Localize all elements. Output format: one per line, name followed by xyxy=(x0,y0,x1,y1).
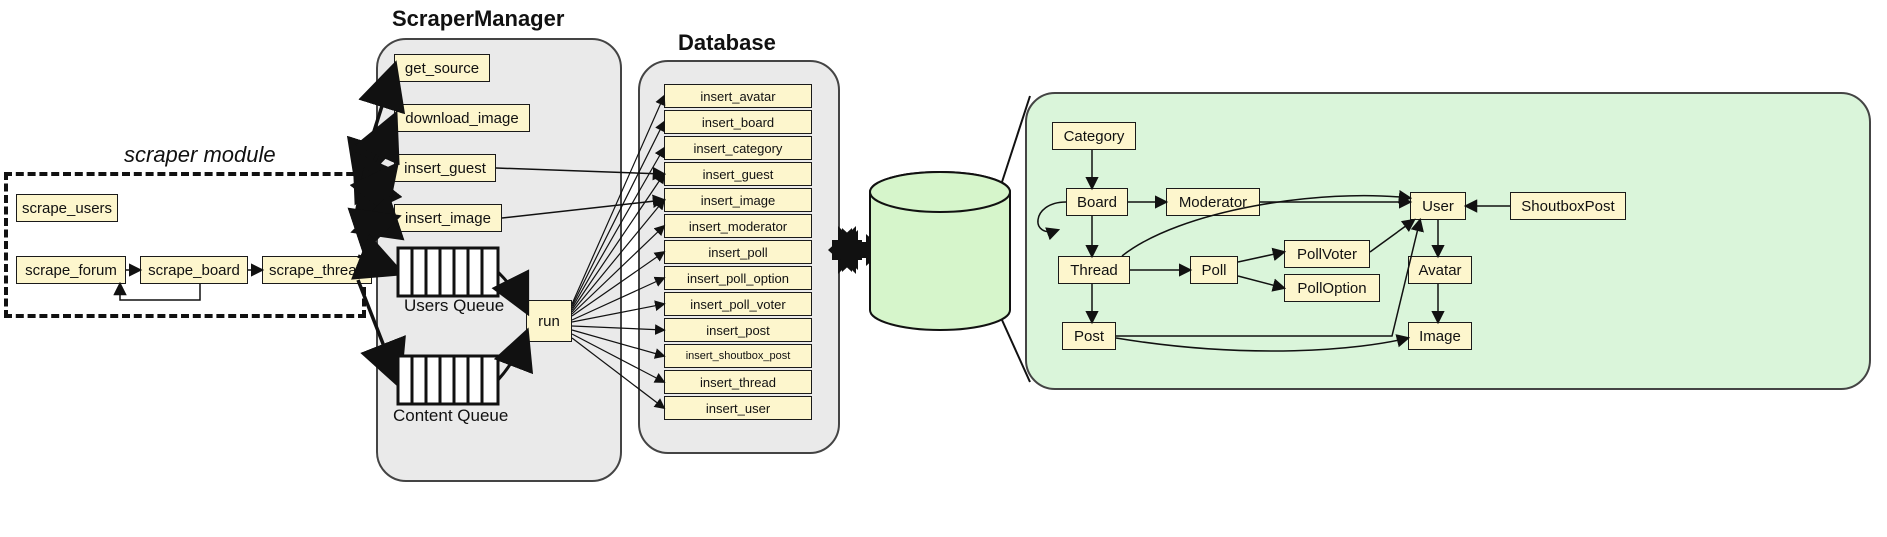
schema-board: Board xyxy=(1066,188,1128,216)
content-queue-label: Content Queue xyxy=(393,406,508,426)
schema-polloption: PollOption xyxy=(1284,274,1380,302)
scrape-thread-box: scrape_thread xyxy=(262,256,372,284)
db-insert-user: insert_user xyxy=(664,396,812,420)
schema-user: User xyxy=(1410,192,1466,220)
schema-shoutboxpost: ShoutboxPost xyxy=(1510,192,1626,220)
db-insert-category: insert_category xyxy=(664,136,812,160)
db-insert-poll: insert_poll xyxy=(664,240,812,264)
db-insert-post: insert_post xyxy=(664,318,812,342)
schema-pollvoter: PollVoter xyxy=(1284,240,1370,268)
scrape-users-box: scrape_users xyxy=(16,194,118,222)
schema-moderator: Moderator xyxy=(1166,188,1260,216)
scraper-module-title: scraper module xyxy=(124,142,276,168)
db-insert-guest: insert_guest xyxy=(664,162,812,186)
schema-poll: Poll xyxy=(1190,256,1238,284)
scraper-manager-title: ScraperManager xyxy=(392,6,564,32)
run-box: run xyxy=(526,300,572,342)
schema-image: Image xyxy=(1408,322,1472,350)
db-insert-shoutbox-post: insert_shoutbox_post xyxy=(664,344,812,368)
db-insert-poll-option: insert_poll_option xyxy=(664,266,812,290)
db-insert-moderator: insert_moderator xyxy=(664,214,812,238)
get-source-box: get_source xyxy=(394,54,490,82)
insert-guest-box: insert_guest xyxy=(394,154,496,182)
insert-image-box: insert_image xyxy=(394,204,502,232)
db-insert-board: insert_board xyxy=(664,110,812,134)
users-queue-label: Users Queue xyxy=(404,296,504,316)
db-insert-poll-voter: insert_poll_voter xyxy=(664,292,812,316)
download-image-box: download_image xyxy=(394,104,530,132)
schema-post: Post xyxy=(1062,322,1116,350)
db-insert-avatar: insert_avatar xyxy=(664,84,812,108)
db-insert-image: insert_image xyxy=(664,188,812,212)
schema-category: Category xyxy=(1052,122,1136,150)
schema-thread: Thread xyxy=(1058,256,1130,284)
sqlite-label: SQLiteDatabase xyxy=(866,228,1016,274)
scrape-board-box: scrape_board xyxy=(140,256,248,284)
scrape-forum-box: scrape_forum xyxy=(16,256,126,284)
schema-avatar: Avatar xyxy=(1408,256,1472,284)
db-insert-thread: insert_thread xyxy=(664,370,812,394)
database-title: Database xyxy=(678,30,776,56)
